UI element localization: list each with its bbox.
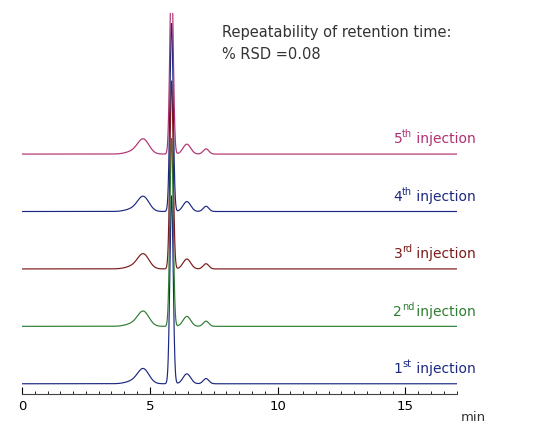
Text: 5: 5 bbox=[393, 132, 402, 146]
Text: injection: injection bbox=[412, 362, 476, 376]
Text: nd: nd bbox=[402, 302, 415, 312]
Text: injection: injection bbox=[412, 132, 476, 146]
Text: injection: injection bbox=[412, 304, 476, 318]
Text: 1: 1 bbox=[393, 362, 403, 376]
Text: min: min bbox=[461, 411, 486, 424]
Text: 4: 4 bbox=[393, 190, 402, 204]
Text: st: st bbox=[402, 359, 411, 369]
Text: injection: injection bbox=[412, 190, 476, 204]
Text: th: th bbox=[402, 187, 412, 197]
Text: th: th bbox=[402, 129, 412, 139]
Text: injection: injection bbox=[412, 247, 476, 261]
Text: Repeatability of retention time:
% RSD =0.08: Repeatability of retention time: % RSD =… bbox=[222, 25, 452, 62]
Text: 3: 3 bbox=[393, 247, 402, 261]
Text: 2: 2 bbox=[393, 304, 402, 318]
Text: rd: rd bbox=[402, 244, 412, 254]
